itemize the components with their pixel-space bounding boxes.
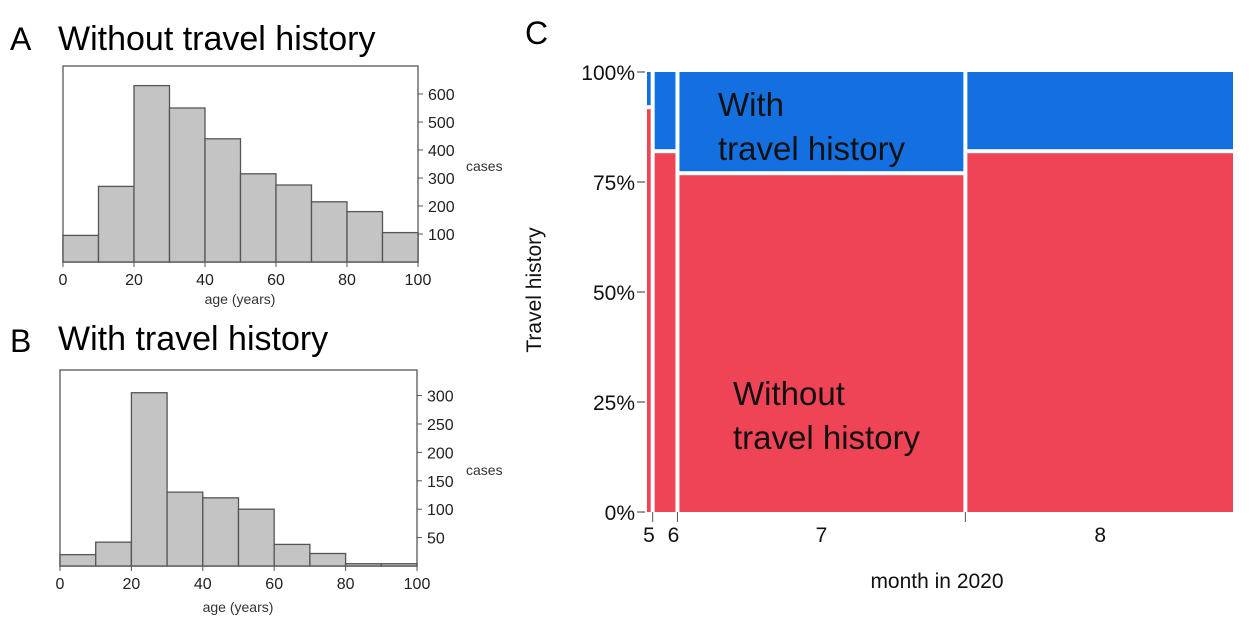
histogram-b-y-tick-label: 150 xyxy=(427,474,454,491)
histogram-a-bar xyxy=(381,231,419,263)
histogram-a-x-tick-label: 60 xyxy=(267,272,285,289)
histogram-a-bar xyxy=(97,185,135,263)
histogram-a-x-ticks: 0 20 40 60 80 100 xyxy=(59,262,432,289)
histogram-a-x-tick-label: 100 xyxy=(405,272,432,289)
histogram-a-y-tick-label: 100 xyxy=(428,227,455,244)
histogram-a-y-tick-label: 500 xyxy=(428,115,455,132)
mosaic-x-tick-label: 5 xyxy=(643,524,655,547)
histogram-a-bar xyxy=(310,201,348,263)
mosaic-cell-without-month-8 xyxy=(967,153,1233,512)
mosaic-y-tick-label: 50% xyxy=(593,282,635,305)
histogram-b-y-label: cases xyxy=(466,462,503,478)
histogram-b-bar xyxy=(130,392,168,567)
histogram-a-y-ticks: 100 200 300 400 500 600 xyxy=(418,87,455,244)
histogram-b-x-tick-label: 40 xyxy=(194,576,212,593)
histogram-b-x-ticks: 0 20 40 60 80 100 xyxy=(56,566,431,593)
histogram-b-bar xyxy=(344,563,382,567)
histogram-b-x-tick-label: 80 xyxy=(337,576,355,593)
mosaic-y-tick-label: 100% xyxy=(581,62,635,85)
mosaic-cell-with-month-6 xyxy=(654,72,676,150)
histogram-b-bars xyxy=(59,392,418,567)
mosaic-x-tick-label: 6 xyxy=(668,524,680,547)
histogram-a-bar xyxy=(204,138,242,263)
histogram-b-y-tick-label: 250 xyxy=(427,417,454,434)
histogram-a: 0 20 40 60 80 100 100 200 300 400 500 600 age (yea… xyxy=(59,65,503,307)
mosaic-cell-with-month-7 xyxy=(679,72,964,172)
histogram-b-bar xyxy=(166,491,204,567)
histogram-b-y-ticks: 50 100 150 200 250 300 xyxy=(417,389,454,548)
histogram-b-y-tick-label: 300 xyxy=(427,389,454,406)
histogram-b-y-tick-label: 50 xyxy=(427,531,445,548)
mosaic-y-tick-label: 75% xyxy=(593,172,635,195)
mosaic-x-tick-label: 7 xyxy=(816,524,828,547)
histogram-a-x-label: age (years) xyxy=(205,291,276,307)
histogram-b-x-label: age (years) xyxy=(203,599,274,615)
histogram-a-x-tick-label: 0 xyxy=(59,272,68,289)
histogram-a-bar xyxy=(133,84,171,263)
histogram-b-bar xyxy=(309,552,347,567)
histogram-a-bar xyxy=(346,210,384,263)
mosaic-y-label: Travel history xyxy=(523,227,546,353)
histogram-a-x-tick-label: 20 xyxy=(125,272,143,289)
mosaic-series-label-without: Without travel history xyxy=(733,375,921,456)
mosaic-series-label-with: With travel history xyxy=(718,86,906,167)
histogram-a-y-tick-label: 200 xyxy=(428,199,455,216)
histogram-b-bar xyxy=(380,563,418,567)
histogram-a-y-tick-label: 300 xyxy=(428,171,455,188)
histogram-b: 0 20 40 60 80 100 50 100 150 200 250 300 age (year… xyxy=(56,369,503,615)
mosaic-cell-with-month-5 xyxy=(647,72,651,106)
histogram-a-bar xyxy=(239,173,277,263)
mosaic-cell-without-month-6 xyxy=(654,153,676,512)
histogram-b-x-tick-label: 60 xyxy=(265,576,283,593)
mosaic-x-tick-label: 8 xyxy=(1094,524,1106,547)
panel-a-letter: A xyxy=(10,21,32,57)
mosaic-series-labels: Without travel history With travel history xyxy=(718,86,921,456)
histogram-b-y-tick-label: 200 xyxy=(427,445,454,462)
mosaic-cell-with-month-8 xyxy=(967,72,1233,150)
mosaic-x-label: month in 2020 xyxy=(870,570,1003,593)
histogram-a-y-tick-label: 600 xyxy=(428,87,455,104)
panel-c-letter: C xyxy=(525,15,548,51)
mosaic-y-tick-label: 25% xyxy=(593,392,635,415)
histogram-b-x-tick-label: 20 xyxy=(123,576,141,593)
mosaic-cell-without-month-5 xyxy=(647,109,651,512)
histogram-b-x-tick-label: 0 xyxy=(56,576,65,593)
histogram-a-bar xyxy=(275,184,313,263)
histogram-b-bar xyxy=(237,508,275,567)
histogram-a-bar xyxy=(168,107,206,263)
histogram-b-bar xyxy=(273,543,311,567)
mosaic-y-ticks: 0% 25% 50% 75% 100% xyxy=(581,62,645,525)
panel-b-title: With travel history xyxy=(58,320,328,358)
histogram-b-bar xyxy=(59,553,97,567)
histogram-b-bar xyxy=(95,541,133,567)
panel-b-letter: B xyxy=(10,323,31,359)
mosaic-y-tick-label: 0% xyxy=(605,502,635,525)
histogram-a-bar xyxy=(62,234,100,263)
mosaic-cells xyxy=(647,72,1233,512)
histogram-a-x-tick-label: 40 xyxy=(196,272,214,289)
mosaic-cell-without-month-7 xyxy=(679,175,964,512)
histogram-a-bars xyxy=(62,84,419,263)
panel-a-title: Without travel history xyxy=(58,20,375,58)
histogram-a-y-label: cases xyxy=(466,158,503,174)
histogram-b-x-tick-label: 100 xyxy=(404,576,431,593)
histogram-a-x-tick-label: 80 xyxy=(338,272,356,289)
histogram-b-bar xyxy=(202,497,240,567)
histogram-b-y-tick-label: 100 xyxy=(427,502,454,519)
histogram-a-y-tick-label: 400 xyxy=(428,143,455,160)
